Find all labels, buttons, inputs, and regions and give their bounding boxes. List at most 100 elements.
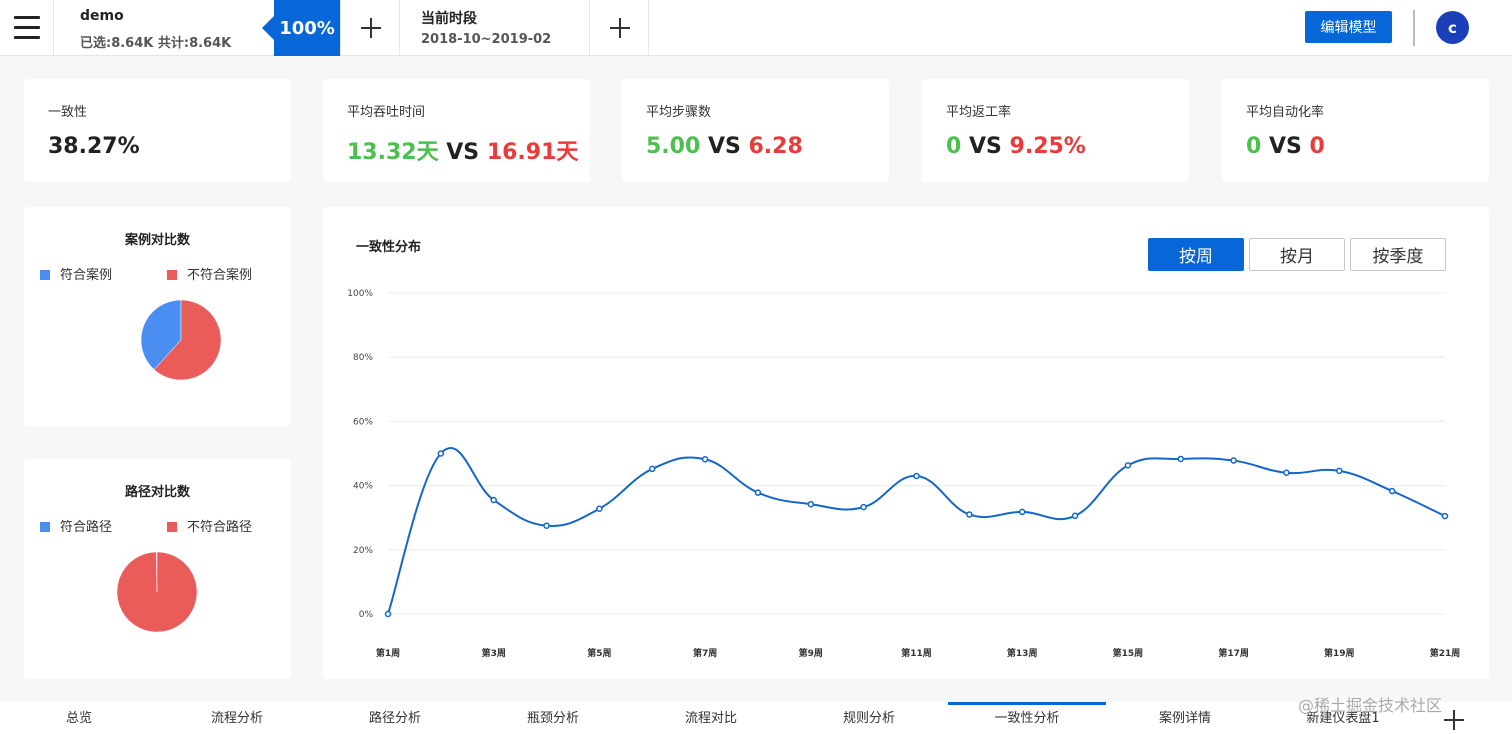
legend-item[interactable]: 不符合案例 [167, 264, 252, 283]
x-tick-label: 第15周 [1113, 647, 1144, 659]
kpi-card-conformance: 一致性 38.27% [24, 79, 291, 182]
x-tick-label: 第7周 [693, 647, 717, 659]
data-point[interactable] [1388, 487, 1396, 495]
x-tick-label: 第17周 [1218, 647, 1249, 659]
y-tick-label: 60% [353, 417, 373, 427]
percent-badge: 100% [262, 0, 340, 56]
data-point[interactable] [384, 610, 392, 618]
y-tick-label: 40% [353, 482, 373, 492]
series-line [387, 447, 1446, 615]
kpi-label: 平均步骤数 [646, 105, 712, 120]
kpi-card-throughput: 平均吞吐时间 13.32天 VS 16.91天 [323, 79, 590, 182]
dataset-selector[interactable]: demo 已选:8.64K 共计:8.64K [54, 0, 276, 56]
tab-conformance-analysis[interactable]: 一致性分析 [948, 702, 1106, 734]
x-tick-label: 第21周 [1430, 647, 1461, 659]
data-point[interactable] [807, 500, 815, 508]
data-point[interactable] [860, 503, 867, 511]
pie-slice[interactable] [153, 299, 222, 381]
kpi-value-b: 6.28 [748, 134, 803, 159]
pie-title: 路径对比数 [124, 485, 190, 500]
kpi-value: 0 VS 0 [1246, 134, 1325, 159]
avatar[interactable]: c [1436, 11, 1469, 44]
x-tick-label: 第19周 [1324, 647, 1355, 659]
tab-process-analysis[interactable]: 流程分析 [210, 711, 263, 726]
group-by-quarter-button[interactable]: 按季度 [1350, 238, 1446, 271]
kpi-value: 13.32天 VS 16.91天 [347, 134, 578, 166]
data-point[interactable] [966, 511, 973, 518]
data-point[interactable] [913, 472, 920, 480]
pie-chart [140, 299, 222, 381]
pie-title: 案例对比数 [124, 233, 190, 248]
kpi-vs: VS [707, 134, 741, 159]
add-dataset-plus-icon[interactable] [340, 0, 400, 56]
kpi-card-steps: 平均步骤数 5.00 VS 6.28 [622, 79, 889, 182]
kpi-value: 0 VS 9.25% [946, 134, 1086, 159]
group-by-week-button[interactable]: 按周 [1148, 238, 1244, 271]
kpi-value-a: 0 [946, 134, 962, 159]
add-tab-plus-icon[interactable] [1440, 706, 1468, 734]
data-point[interactable] [1230, 457, 1237, 464]
legend-swatch [167, 522, 177, 532]
data-point[interactable] [754, 489, 762, 496]
pie-slice[interactable] [140, 299, 182, 370]
tab-case-details[interactable]: 案例详情 [1158, 711, 1211, 726]
legend-item[interactable]: 符合案例 [40, 264, 112, 283]
tab-path-analysis[interactable]: 路径分析 [368, 711, 421, 726]
kpi-value: 38.27% [48, 134, 140, 159]
period-selector[interactable]: 当前时段 2018-10~2019-02 [401, 0, 589, 56]
kpi-value: 5.00 VS 6.28 [646, 134, 803, 159]
data-point[interactable] [649, 465, 656, 473]
kpi-card-automation: 平均自动化率 0 VS 0 [1222, 79, 1489, 182]
data-point[interactable] [1283, 469, 1290, 477]
case-comparison-card: 案例对比数 符合案例 不符合案例 [24, 207, 291, 426]
data-point[interactable] [596, 505, 603, 512]
legend-item[interactable]: 不符合路径 [167, 516, 252, 535]
dataset-stats: 已选:8.64K 共计:8.64K [80, 36, 232, 51]
top-bar: demo 已选:8.64K 共计:8.64K 100% 当前时段 2018-10… [0, 0, 1512, 56]
kpi-value-a: 5.00 [646, 134, 701, 159]
tab-new-dashboard[interactable]: 新建仪表盘1 [1306, 711, 1380, 726]
add-period-plus-icon[interactable] [589, 0, 649, 56]
bottom-tab-bar: 总览 流程分析 路径分析 瓶颈分析 流程对比 规则分析 一致性分析 案例详情 新… [0, 702, 1512, 734]
period-title: 当前时段 [421, 11, 477, 27]
legend-label: 不符合案例 [187, 268, 253, 283]
data-point[interactable] [490, 496, 497, 504]
data-point[interactable] [701, 456, 709, 463]
tab-process-comparison[interactable]: 流程对比 [684, 711, 737, 726]
x-tick-label: 第5周 [587, 647, 611, 659]
tab-overview[interactable]: 总览 [65, 711, 92, 726]
path-comparison-card: 路径对比数 符合路径 不符合路径 [24, 459, 291, 679]
data-point[interactable] [1177, 455, 1184, 463]
legend-item[interactable]: 符合路径 [40, 516, 112, 535]
kpi-value-b: 9.25% [1009, 134, 1086, 159]
data-point[interactable] [437, 450, 445, 457]
data-point[interactable] [1336, 467, 1343, 475]
kpi-label: 一致性 [48, 105, 88, 120]
kpi-label: 平均自动化率 [1246, 105, 1325, 120]
legend-swatch [167, 270, 177, 280]
kpi-label: 平均吞吐时间 [347, 105, 426, 120]
x-tick-label: 第11周 [901, 647, 932, 659]
kpi-vs: VS [1268, 134, 1302, 159]
hamburger-menu-icon[interactable] [0, 0, 54, 56]
data-point[interactable] [1124, 462, 1132, 469]
kpi-value-b: 0 [1309, 134, 1325, 159]
data-point[interactable] [1441, 512, 1449, 520]
group-by-month-button[interactable]: 按月 [1249, 238, 1345, 271]
edit-model-button[interactable]: 编辑模型 [1305, 11, 1392, 43]
y-tick-label: 20% [353, 546, 373, 556]
kpi-card-rework: 平均返工率 0 VS 9.25% [922, 79, 1189, 182]
x-tick-label: 第3周 [482, 647, 506, 659]
y-tick-label: 80% [353, 353, 373, 363]
pie-slice[interactable] [116, 551, 198, 633]
kpi-value-a: 13.32天 [347, 140, 439, 165]
data-point[interactable] [1018, 508, 1026, 516]
tab-rule-analysis[interactable]: 规则分析 [842, 711, 895, 726]
dataset-name: demo [80, 8, 124, 24]
data-point[interactable] [543, 522, 550, 529]
kpi-value-b: 16.91天 [486, 140, 579, 165]
data-point[interactable] [1071, 512, 1079, 520]
legend-swatch [40, 270, 50, 280]
tab-bottleneck-analysis[interactable]: 瓶颈分析 [526, 711, 579, 726]
y-tick-label: 0% [359, 610, 374, 620]
